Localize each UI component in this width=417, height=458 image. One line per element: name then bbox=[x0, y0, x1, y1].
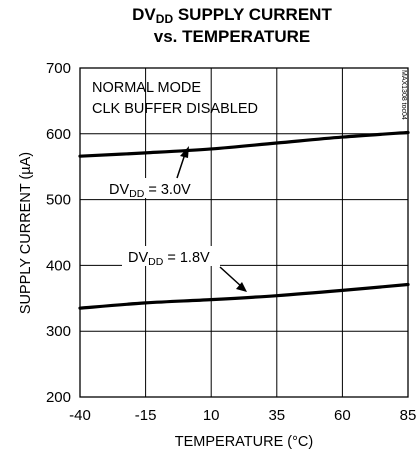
series-line-0 bbox=[78, 130, 410, 158]
y-tick-label: 700 bbox=[46, 60, 71, 77]
annotation-1-8v-bg bbox=[122, 246, 220, 266]
annotation-1-8v: DVDD = 1.8V bbox=[128, 250, 210, 268]
series-line-1 bbox=[78, 282, 410, 310]
y-axis-label: SUPPLY CURRENT (µA) bbox=[18, 152, 34, 314]
x-tick-label: 85 bbox=[400, 407, 417, 424]
grid bbox=[79, 67, 409, 398]
x-axis-label: TEMPERATURE (°C) bbox=[175, 434, 313, 450]
x-tick-label: 35 bbox=[268, 407, 285, 424]
y-tick-label: 400 bbox=[46, 257, 71, 274]
plot-frame bbox=[79, 67, 409, 398]
arrow-1-8v-head bbox=[236, 282, 247, 292]
tick-labels: -40 -15 10 35 60 85 200 300 400 500 600 700 bbox=[46, 60, 416, 424]
x-tick-label: -15 bbox=[135, 407, 157, 424]
chart-title-line1: DVDD SUPPLY CURRENT bbox=[132, 5, 332, 26]
chart-title-line2: vs. TEMPERATURE bbox=[154, 27, 311, 46]
y-tick-label: 200 bbox=[46, 389, 71, 406]
arrow-1-8v-line bbox=[219, 266, 243, 288]
x-tick-label: 60 bbox=[334, 407, 351, 424]
y-tick-label: 600 bbox=[46, 126, 71, 143]
x-tick-label: 10 bbox=[203, 407, 220, 424]
part-number: MAX1308 toc04 bbox=[400, 70, 407, 120]
y-tick-label: 300 bbox=[46, 323, 71, 340]
annotation-3v: DVDD = 3.0V bbox=[109, 182, 191, 200]
x-tick-label: -40 bbox=[69, 407, 91, 424]
annotation-3v-bg bbox=[103, 178, 208, 198]
note-mode: NORMAL MODE bbox=[92, 80, 201, 96]
y-tick-label: 500 bbox=[46, 192, 71, 209]
arrow-3v-head bbox=[180, 146, 189, 158]
note-clk-buffer: CLK BUFFER DISABLED bbox=[92, 101, 258, 117]
series-lines bbox=[78, 130, 410, 310]
